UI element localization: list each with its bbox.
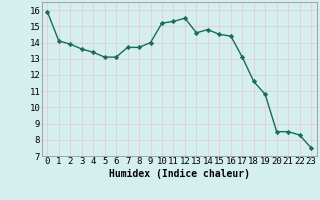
X-axis label: Humidex (Indice chaleur): Humidex (Indice chaleur) [109, 169, 250, 179]
